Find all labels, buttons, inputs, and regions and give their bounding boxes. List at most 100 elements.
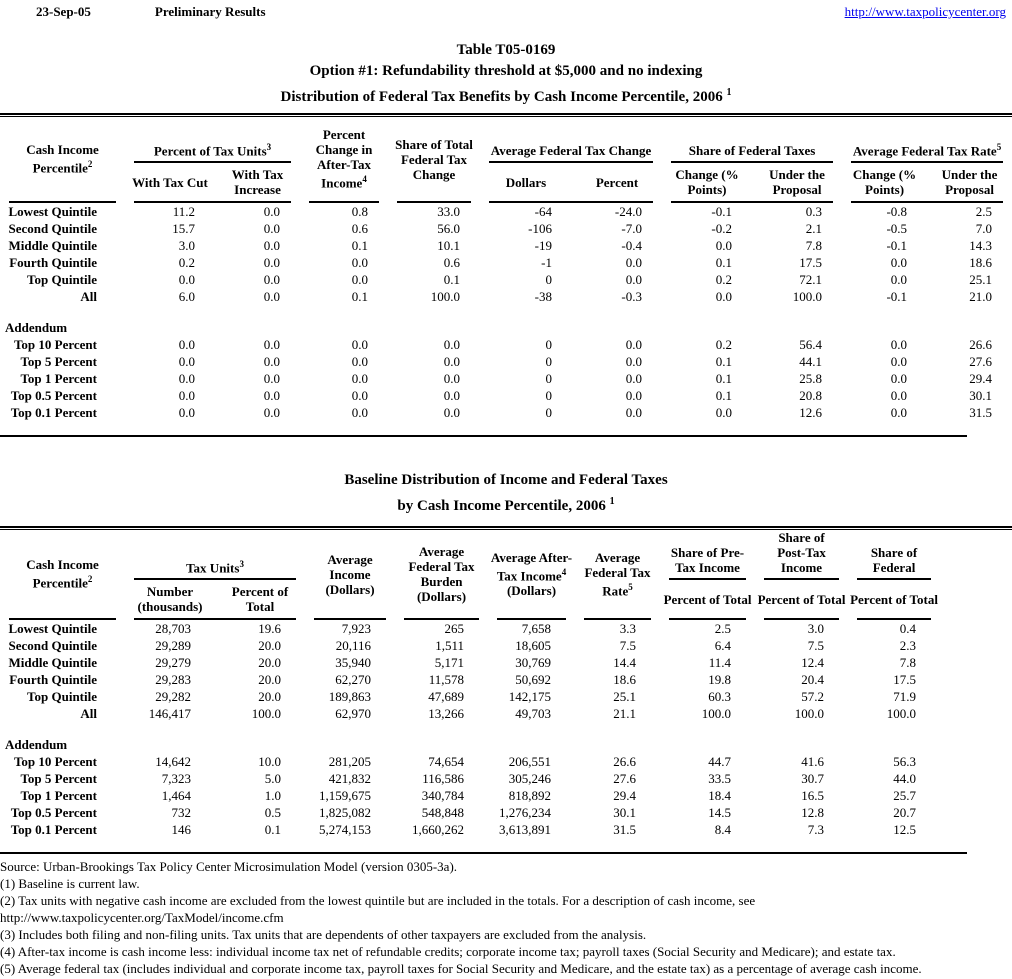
cell-value: 5,274,153: [319, 822, 372, 837]
footnote-line: (5) Average federal tax (includes indivi…: [0, 961, 922, 976]
cell-value: 0.1: [264, 822, 282, 837]
cell-value: 0.0: [263, 204, 281, 219]
cell-value: 1,660,262: [412, 822, 465, 837]
row-label: Top Quintile: [27, 689, 97, 704]
cell-value: 7.8: [805, 238, 823, 253]
cell-value: 0: [545, 354, 553, 369]
cell-value: 12.4: [801, 655, 825, 670]
cell-value: 14.4: [613, 655, 637, 670]
cell-value: 0.0: [715, 238, 733, 253]
col-header-average-income: Average Income (Dollars): [325, 551, 375, 597]
cell-value: 71.9: [893, 689, 917, 704]
footnote-url-text: http://www.taxpolicycenter.org/TaxModel/…: [0, 910, 284, 925]
cell-value: 20.8: [799, 388, 823, 403]
cell-value: 6.0: [178, 289, 195, 304]
cell-value: 732: [171, 805, 192, 820]
cell-value: 17.5: [799, 255, 823, 270]
table2-body: Lowest Quintile 28,703 19.6 7,923 265 7,658 3.…: [0, 620, 1012, 722]
cell-value: 305,246: [508, 771, 552, 786]
cell-value: 0.0: [178, 371, 195, 386]
cell-value: 11,578: [428, 672, 465, 687]
cell-value: 0.0: [890, 272, 908, 287]
cell-value: 20,116: [335, 638, 372, 653]
cell-value: 25.1: [969, 272, 993, 287]
cell-value: -38: [534, 289, 553, 304]
cell-value: 10.0: [258, 754, 282, 769]
row-label: Fourth Quintile: [9, 255, 97, 270]
cell-value: 44.1: [799, 354, 823, 369]
table-row: Lowest Quintile 11.2 0.0 0.8 33.0 -64 -24.0 -0.…: [0, 203, 1012, 220]
filler-cell: [940, 821, 1012, 838]
cell-value: 100.0: [701, 706, 732, 721]
cell-value: -0.8: [886, 204, 908, 219]
cell-value: 0.6: [443, 255, 461, 270]
cell-value: 20.0: [258, 655, 282, 670]
site-link[interactable]: http://www.taxpolicycenter.org: [844, 4, 1006, 19]
baseline-distribution-table: Cash Income Percentile2 Tax Units3 Avera…: [0, 530, 1012, 852]
cell-value: 25.8: [799, 371, 823, 386]
group-header-share-pre-tax-income: Share of Pre-Tax Income: [660, 530, 755, 580]
table1-header: Cash Income Percentile2 Percent of Tax U…: [0, 117, 1012, 203]
cell-value: 20.7: [893, 805, 917, 820]
cell-value: 7.8: [899, 655, 917, 670]
cell-value: 818,892: [508, 788, 552, 803]
cell-value: 0.0: [178, 405, 195, 420]
cell-value: 15.7: [172, 221, 195, 236]
cell-value: 100.0: [251, 706, 282, 721]
cell-value: 28,703: [155, 621, 191, 636]
col-header-change-points: Change (% Points): [675, 167, 739, 197]
col-header-number-thousands: Number (thousands): [137, 584, 203, 614]
table-row: Top 0.1 Percent 0.0 0.0 0.0 0.0 0 0.0 0.0 12.6 0.…: [0, 404, 1012, 421]
row-label: Second Quintile: [8, 638, 98, 653]
spacer-row: [0, 722, 1012, 736]
cell-value: 0.0: [890, 371, 908, 386]
cell-value: 11.2: [172, 204, 195, 219]
cell-value: 30.1: [969, 388, 993, 403]
table-rule: [0, 435, 967, 437]
cell-value: 0.0: [625, 354, 643, 369]
row-label: Top 1 Percent: [20, 788, 97, 803]
cell-value: 0.0: [263, 221, 281, 236]
col-header-average-after-tax-income: Average After-Tax Income4 (Dollars): [490, 549, 573, 599]
col-header-with-tax-cut: With Tax Cut: [132, 174, 208, 190]
cell-value: 1,159,675: [319, 788, 372, 803]
cell-value: 18,605: [515, 638, 552, 653]
cell-value: 3.0: [807, 621, 825, 636]
cell-value: 0: [545, 388, 553, 403]
table1-addendum-heading: Addendum: [0, 305, 1012, 336]
footnotes-block: Source: Urban-Brookings Tax Policy Cente…: [0, 858, 1012, 977]
footnote-ref: 2: [87, 159, 93, 170]
table2-addendum-heading: Addendum: [0, 722, 1012, 753]
cell-value: 0.0: [443, 354, 461, 369]
cell-value: -0.4: [621, 238, 643, 253]
cell-value: 50,692: [515, 672, 552, 687]
row-label: Lowest Quintile: [8, 621, 97, 636]
filler-cell: [940, 787, 1012, 804]
cell-value: 0.2: [715, 272, 733, 287]
cell-value: 56.4: [799, 337, 823, 352]
group-header-share-of-federal: Share of Federal: [848, 530, 940, 580]
filler-cell: [940, 637, 1012, 654]
col-header-percent: Percent: [595, 174, 639, 190]
group-header-average-federal-tax-change: Average Federal Tax Change: [480, 117, 662, 163]
row-label: Lowest Quintile: [8, 204, 97, 219]
table-row: All 146,417 100.0 62,970 13,266 49,703 21.1 100…: [0, 705, 1012, 722]
cell-value: 0.0: [625, 405, 643, 420]
table1-title-option: Option #1: Refundability threshold at $5…: [309, 63, 703, 79]
cell-value: 20.0: [258, 638, 282, 653]
filler-cell: [940, 654, 1012, 671]
cell-value: 0: [545, 371, 553, 386]
cell-value: 100.0: [792, 289, 823, 304]
cell-value: 0.0: [443, 405, 461, 420]
table-row: Top 5 Percent 0.0 0.0 0.0 0.0 0 0.0 0.1 44.1 0.0 2…: [0, 353, 1012, 370]
cell-value: 26.6: [613, 754, 637, 769]
table-row: Top 5 Percent 7,323 5.0 421,832 116,586 305,2…: [0, 770, 1012, 787]
cell-value: 0.0: [625, 371, 643, 386]
cell-value: 0.0: [890, 255, 908, 270]
cell-value: 0.0: [263, 371, 281, 386]
cell-value: 0.0: [351, 337, 369, 352]
table-row: Top 0.5 Percent 732 0.5 1,825,082 548,848 1,2…: [0, 804, 1012, 821]
col-header-percent-of-total: Percent of Total: [663, 591, 752, 607]
table2-addendum-body: Top 10 Percent 14,642 10.0 281,205 74,654 206…: [0, 753, 1012, 838]
col-header-percent-of-total: Percent of Total: [850, 591, 938, 607]
